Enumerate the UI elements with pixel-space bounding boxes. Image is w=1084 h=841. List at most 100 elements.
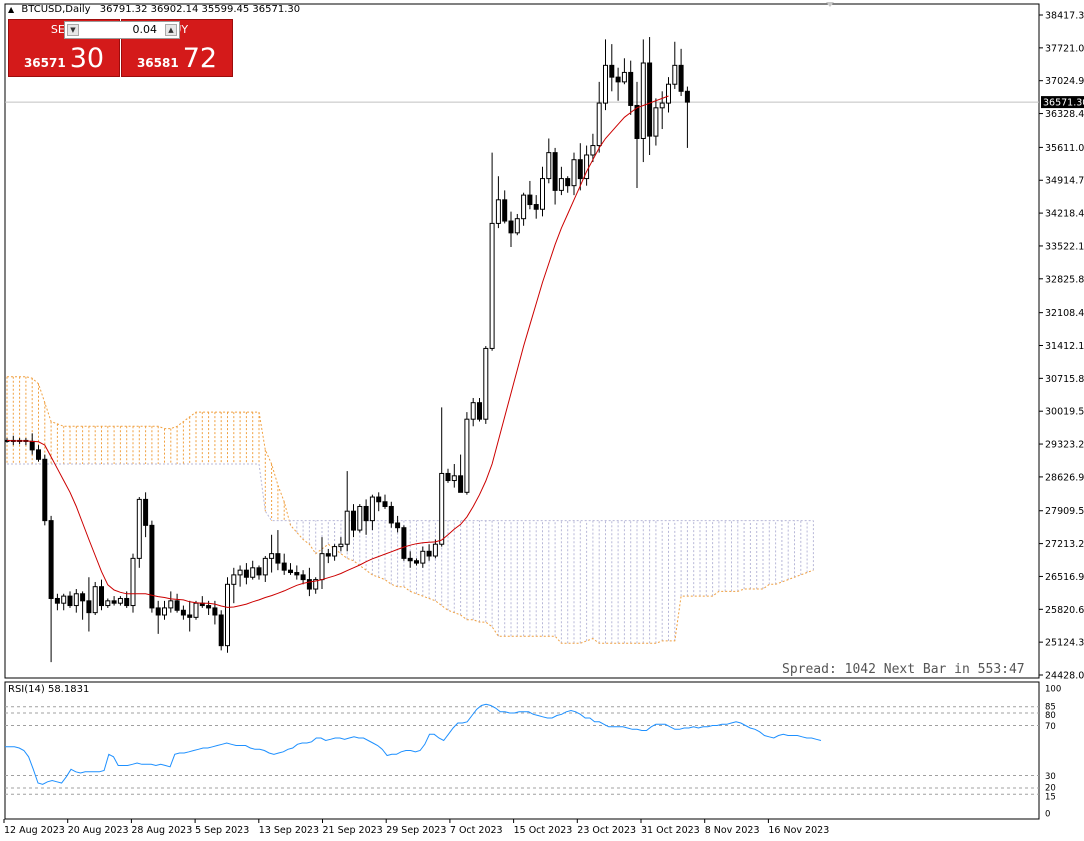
candle-bear	[609, 64, 615, 78]
candle-bull	[420, 550, 426, 564]
current-price-label: 36571.30	[1043, 98, 1084, 109]
candle-bear	[256, 567, 262, 576]
candle-bull	[590, 145, 596, 156]
price-tick-label: 38417.30	[1045, 11, 1084, 22]
candle-bull	[640, 62, 646, 139]
price-tick-label: 25124.30	[1045, 638, 1084, 649]
time-tick-label: 20 Aug 2023	[68, 825, 129, 836]
price-tick-label: 27213.20	[1045, 539, 1084, 550]
ohlc-values: 36791.32 36902.14 35599.45 36571.30	[99, 4, 301, 15]
candle-bull	[369, 496, 375, 522]
lot-size-field[interactable]: ▼ 0.04 ▲	[64, 21, 180, 39]
senkou-span-b	[7, 463, 814, 522]
candle-bull	[514, 218, 520, 234]
price-tick-label: 37721.00	[1045, 43, 1084, 54]
candle-bull	[92, 586, 98, 614]
candle-bear	[42, 458, 48, 522]
candle-bull	[319, 553, 325, 581]
rsi-line	[5, 703, 822, 785]
candle-bull	[357, 505, 363, 531]
candle-bear	[243, 569, 249, 578]
candle-bear	[149, 524, 155, 609]
price-axis: 38417.30 37721.00 37024.90 36328.40 35611.00…	[5, 11, 1084, 682]
price-tick-label: 24428.00	[1045, 671, 1084, 682]
rsi-tick-label: 20	[1045, 784, 1056, 794]
candle-bull	[262, 557, 268, 576]
candle-bear	[180, 609, 186, 616]
time-tick-label: 8 Nov 2023	[705, 825, 760, 836]
candle-bull	[464, 418, 470, 493]
candle-bear	[634, 104, 640, 139]
price-tick-label: 32108.40	[1045, 308, 1084, 319]
rsi-label: RSI(14) 58.1831	[8, 684, 90, 695]
candle-bear	[143, 498, 149, 526]
candle-bull	[439, 472, 445, 545]
candle-bear	[363, 505, 369, 522]
time-tick-label: 7 Oct 2023	[450, 825, 503, 836]
lot-value[interactable]: 0.04	[132, 23, 158, 36]
candle-bull	[61, 595, 67, 604]
time-tick-label: 28 Aug 2023	[131, 825, 192, 836]
price-panel-border	[4, 3, 1040, 679]
candle-bull	[344, 510, 350, 545]
buy-price-big: 72	[182, 43, 218, 74]
candle-bull	[546, 152, 552, 180]
candle-bull	[495, 199, 501, 224]
rsi-tick-label: 70	[1045, 722, 1056, 732]
candle-bear	[684, 90, 690, 103]
price-tick-label: 29323.20	[1045, 440, 1084, 451]
price-tick-label: 28626.90	[1045, 472, 1084, 483]
candle-bear	[48, 520, 54, 599]
collapse-triangle-icon[interactable]: ▲	[8, 5, 15, 14]
candle-bear	[294, 572, 300, 576]
candle-bear	[155, 607, 161, 616]
candle-bull	[451, 475, 457, 482]
candle-bull	[653, 107, 659, 137]
lot-decrease-icon[interactable]: ▼	[67, 24, 79, 36]
candle-bear	[477, 402, 482, 420]
candle-bear	[533, 204, 539, 210]
candle-bear	[206, 605, 212, 609]
price-tick-label: 26516.90	[1045, 572, 1084, 583]
buy-price-small: 36581	[136, 56, 179, 70]
candle-bear	[647, 62, 653, 137]
rsi-tick-label: 15	[1045, 792, 1056, 802]
candle-bear	[54, 597, 60, 604]
time-tick-label: 29 Sep 2023	[386, 825, 446, 836]
candle-bull	[521, 194, 527, 220]
candle-bear	[300, 574, 306, 581]
candle-bull	[558, 178, 564, 191]
candle-bull	[313, 579, 319, 590]
price-tick-label: 33522.10	[1045, 241, 1084, 252]
candle-bear	[187, 614, 193, 618]
candle-bull	[672, 64, 678, 85]
candle-bull	[470, 402, 476, 420]
candle-bull	[338, 543, 344, 548]
candle-bear	[80, 593, 86, 602]
candle-bear	[395, 522, 401, 529]
candle-bear	[426, 550, 432, 557]
time-tick-label: 12 Aug 2023	[4, 825, 65, 836]
candle-bear	[527, 194, 533, 206]
candle-bear	[36, 449, 41, 460]
candle-bull	[621, 71, 627, 83]
chart-shift-marker-icon	[826, 2, 834, 7]
candle-bear	[67, 595, 73, 607]
price-tick-label: 35611.00	[1045, 143, 1084, 154]
candle-bull	[666, 83, 671, 104]
price-tick-label: 27909.50	[1045, 506, 1084, 517]
candle-bull	[596, 102, 602, 147]
sell-price: 36571 30	[9, 43, 119, 74]
candle-bull	[136, 498, 142, 559]
candle-bear	[458, 475, 464, 493]
candle-bull	[603, 64, 608, 104]
candle-bull	[193, 602, 199, 618]
candle-bull	[432, 543, 438, 557]
candle-bear	[351, 510, 356, 531]
lot-increase-icon[interactable]: ▲	[165, 24, 177, 36]
candle-bull	[231, 574, 237, 585]
rsi-tick-label: 0	[1045, 810, 1050, 820]
candle-bull	[130, 557, 136, 607]
